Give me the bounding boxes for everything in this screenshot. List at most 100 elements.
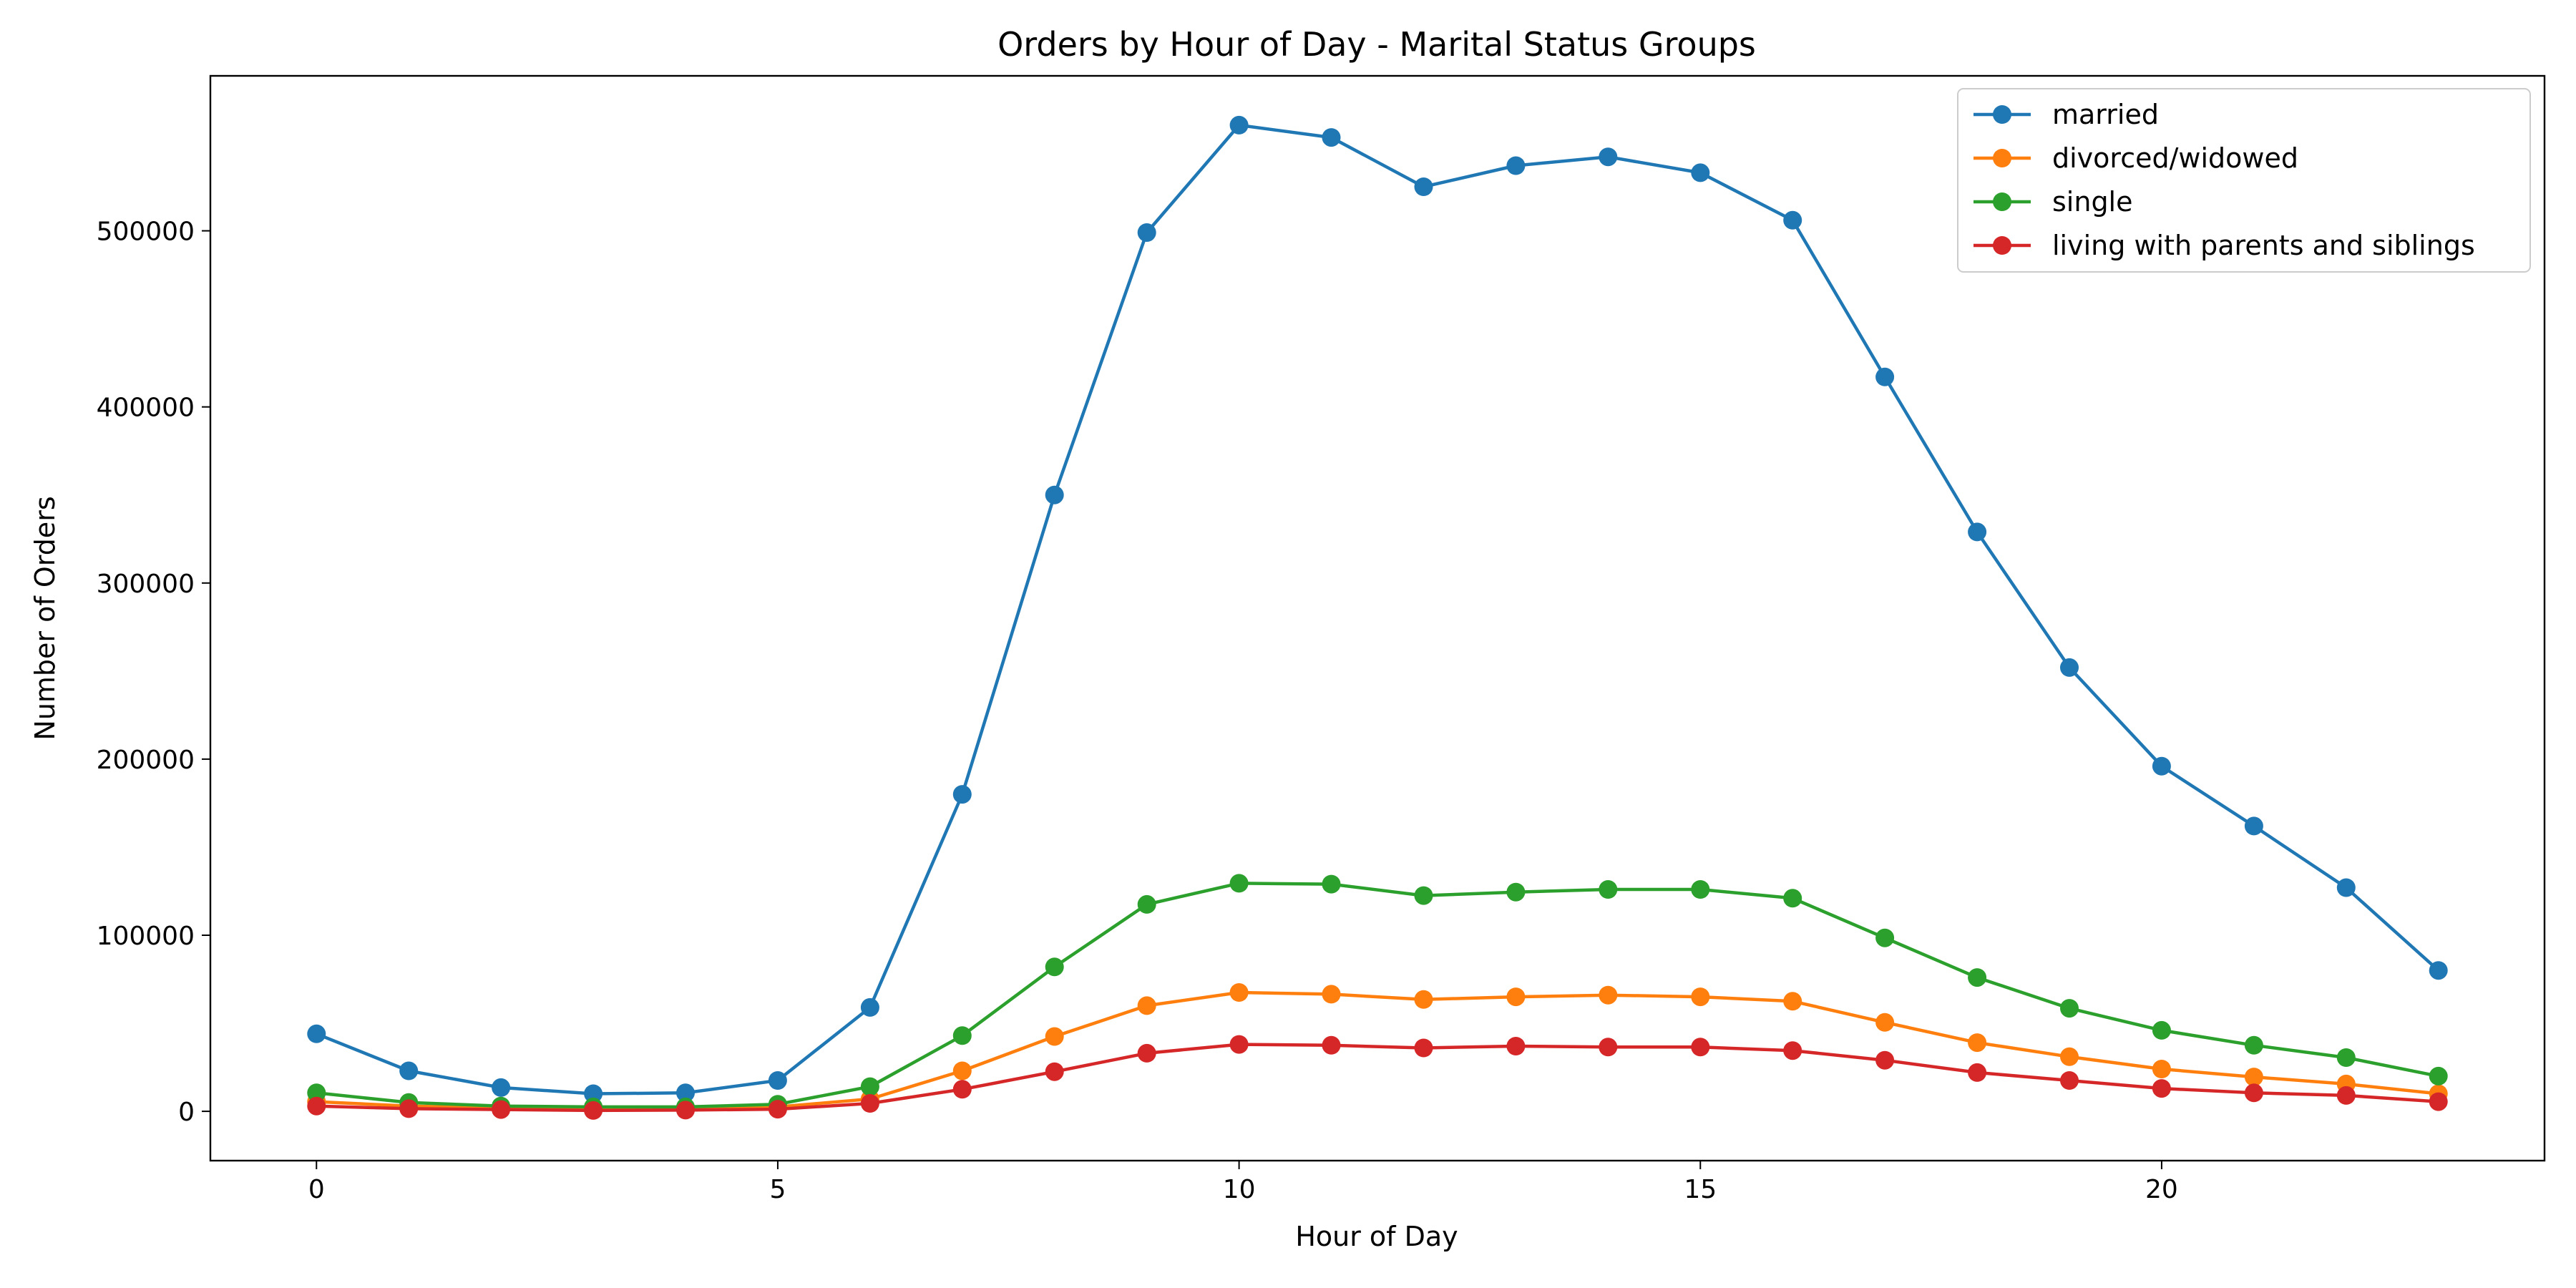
x-axis-label: Hour of Day [1295, 1221, 1458, 1252]
data-point [1506, 987, 1526, 1007]
data-point [2060, 658, 2079, 677]
x-tick-label: 10 [1223, 1175, 1256, 1204]
data-point [1783, 992, 1802, 1011]
series-3 [307, 1035, 2448, 1120]
data-point [2244, 1035, 2263, 1055]
legend: married divorced/widowed single living with… [1957, 88, 2531, 273]
series-layer [307, 115, 2448, 1120]
data-point [1968, 1063, 1987, 1082]
data-point [1968, 968, 1987, 987]
data-point [492, 1100, 511, 1119]
data-point [2429, 961, 2448, 980]
data-point [2152, 756, 2171, 776]
x-axis: 0 5 10 15 20 [308, 1161, 2178, 1204]
data-point [1137, 223, 1156, 242]
data-point [1506, 1037, 1526, 1055]
data-point [1137, 996, 1156, 1015]
data-point [1875, 1013, 1895, 1032]
data-point [1783, 210, 1802, 230]
data-point [860, 1094, 879, 1113]
data-point [1229, 1035, 1249, 1054]
data-point [399, 1061, 419, 1080]
data-point [1968, 1033, 1987, 1053]
data-point [676, 1101, 695, 1120]
data-point [584, 1084, 603, 1103]
data-point [1783, 889, 1802, 908]
data-point [2336, 1085, 2356, 1105]
series-line [316, 882, 2439, 1109]
series-2 [307, 874, 2448, 1116]
x-tick-label: 0 [308, 1175, 325, 1204]
data-point [584, 1101, 603, 1120]
data-point [1599, 985, 1618, 1005]
data-point [676, 1083, 695, 1103]
data-point [1599, 1038, 1618, 1057]
legend-label: divorced/widowed [2052, 142, 2298, 174]
data-point [1045, 1062, 1064, 1081]
legend-box [1957, 88, 2531, 273]
data-point [1137, 1043, 1156, 1063]
plot-area [209, 74, 2546, 1162]
data-point [2336, 878, 2356, 897]
legend-label: single [2052, 186, 2133, 218]
data-point [1137, 894, 1156, 914]
data-point [1045, 957, 1064, 977]
data-point [2429, 1092, 2448, 1111]
series-1 [307, 983, 2448, 1118]
data-point [1322, 874, 1341, 894]
legend-label: living with parents and siblings [2052, 230, 2475, 261]
data-point [1229, 874, 1249, 893]
x-tick-label: 15 [1684, 1175, 1717, 1204]
x-tick-label: 5 [769, 1175, 786, 1204]
data-point [2336, 1048, 2356, 1067]
data-point [860, 1077, 879, 1096]
data-point [1875, 367, 1895, 386]
legend-marker [1993, 149, 2011, 167]
chart-title: Orders by Hour of Day - Marital Status G… [997, 25, 1756, 64]
data-point [1691, 987, 1710, 1007]
data-point [1229, 983, 1249, 1002]
data-point [1229, 115, 1249, 135]
data-point [1691, 880, 1710, 899]
series-line [316, 123, 2440, 1096]
y-tick-label: 100000 [97, 922, 195, 951]
data-point [1783, 1041, 1802, 1060]
data-point [952, 1061, 972, 1080]
legend-marker [1993, 192, 2011, 211]
data-point [492, 1078, 511, 1097]
data-point [2060, 999, 2079, 1018]
data-point [768, 1071, 787, 1090]
series-line [316, 1043, 2439, 1113]
data-point [1599, 147, 1618, 167]
data-point [1322, 985, 1341, 1004]
y-tick-label: 300000 [97, 570, 195, 599]
data-point [2152, 1020, 2171, 1040]
data-point [1045, 1027, 1064, 1046]
data-point [307, 1024, 326, 1043]
data-point [1414, 1038, 1433, 1058]
data-point [1506, 156, 1526, 175]
y-tick-label: 400000 [97, 394, 195, 423]
data-point [1414, 177, 1433, 196]
data-point [2060, 1071, 2079, 1090]
data-point [1875, 1050, 1895, 1070]
data-point [2060, 1047, 2079, 1066]
data-point [2152, 1060, 2171, 1078]
y-tick-label: 0 [178, 1098, 195, 1127]
data-point [1968, 522, 1987, 542]
data-point [2244, 1083, 2263, 1103]
y-tick-label: 200000 [97, 746, 195, 775]
data-point [952, 785, 972, 804]
data-point [307, 1083, 326, 1103]
data-point [307, 1096, 326, 1116]
data-point [1414, 886, 1433, 905]
legend-marker [1993, 105, 2011, 124]
data-point [2152, 1079, 2171, 1098]
data-point [1875, 928, 1895, 947]
x-tick-label: 20 [2145, 1175, 2178, 1204]
data-point [1506, 882, 1526, 902]
data-point [1691, 1038, 1710, 1057]
data-point [1414, 990, 1433, 1009]
y-axis-label: Number of Orders [29, 496, 61, 740]
y-axis: 0 100000 200000 300000 400000 500000 [97, 218, 210, 1127]
